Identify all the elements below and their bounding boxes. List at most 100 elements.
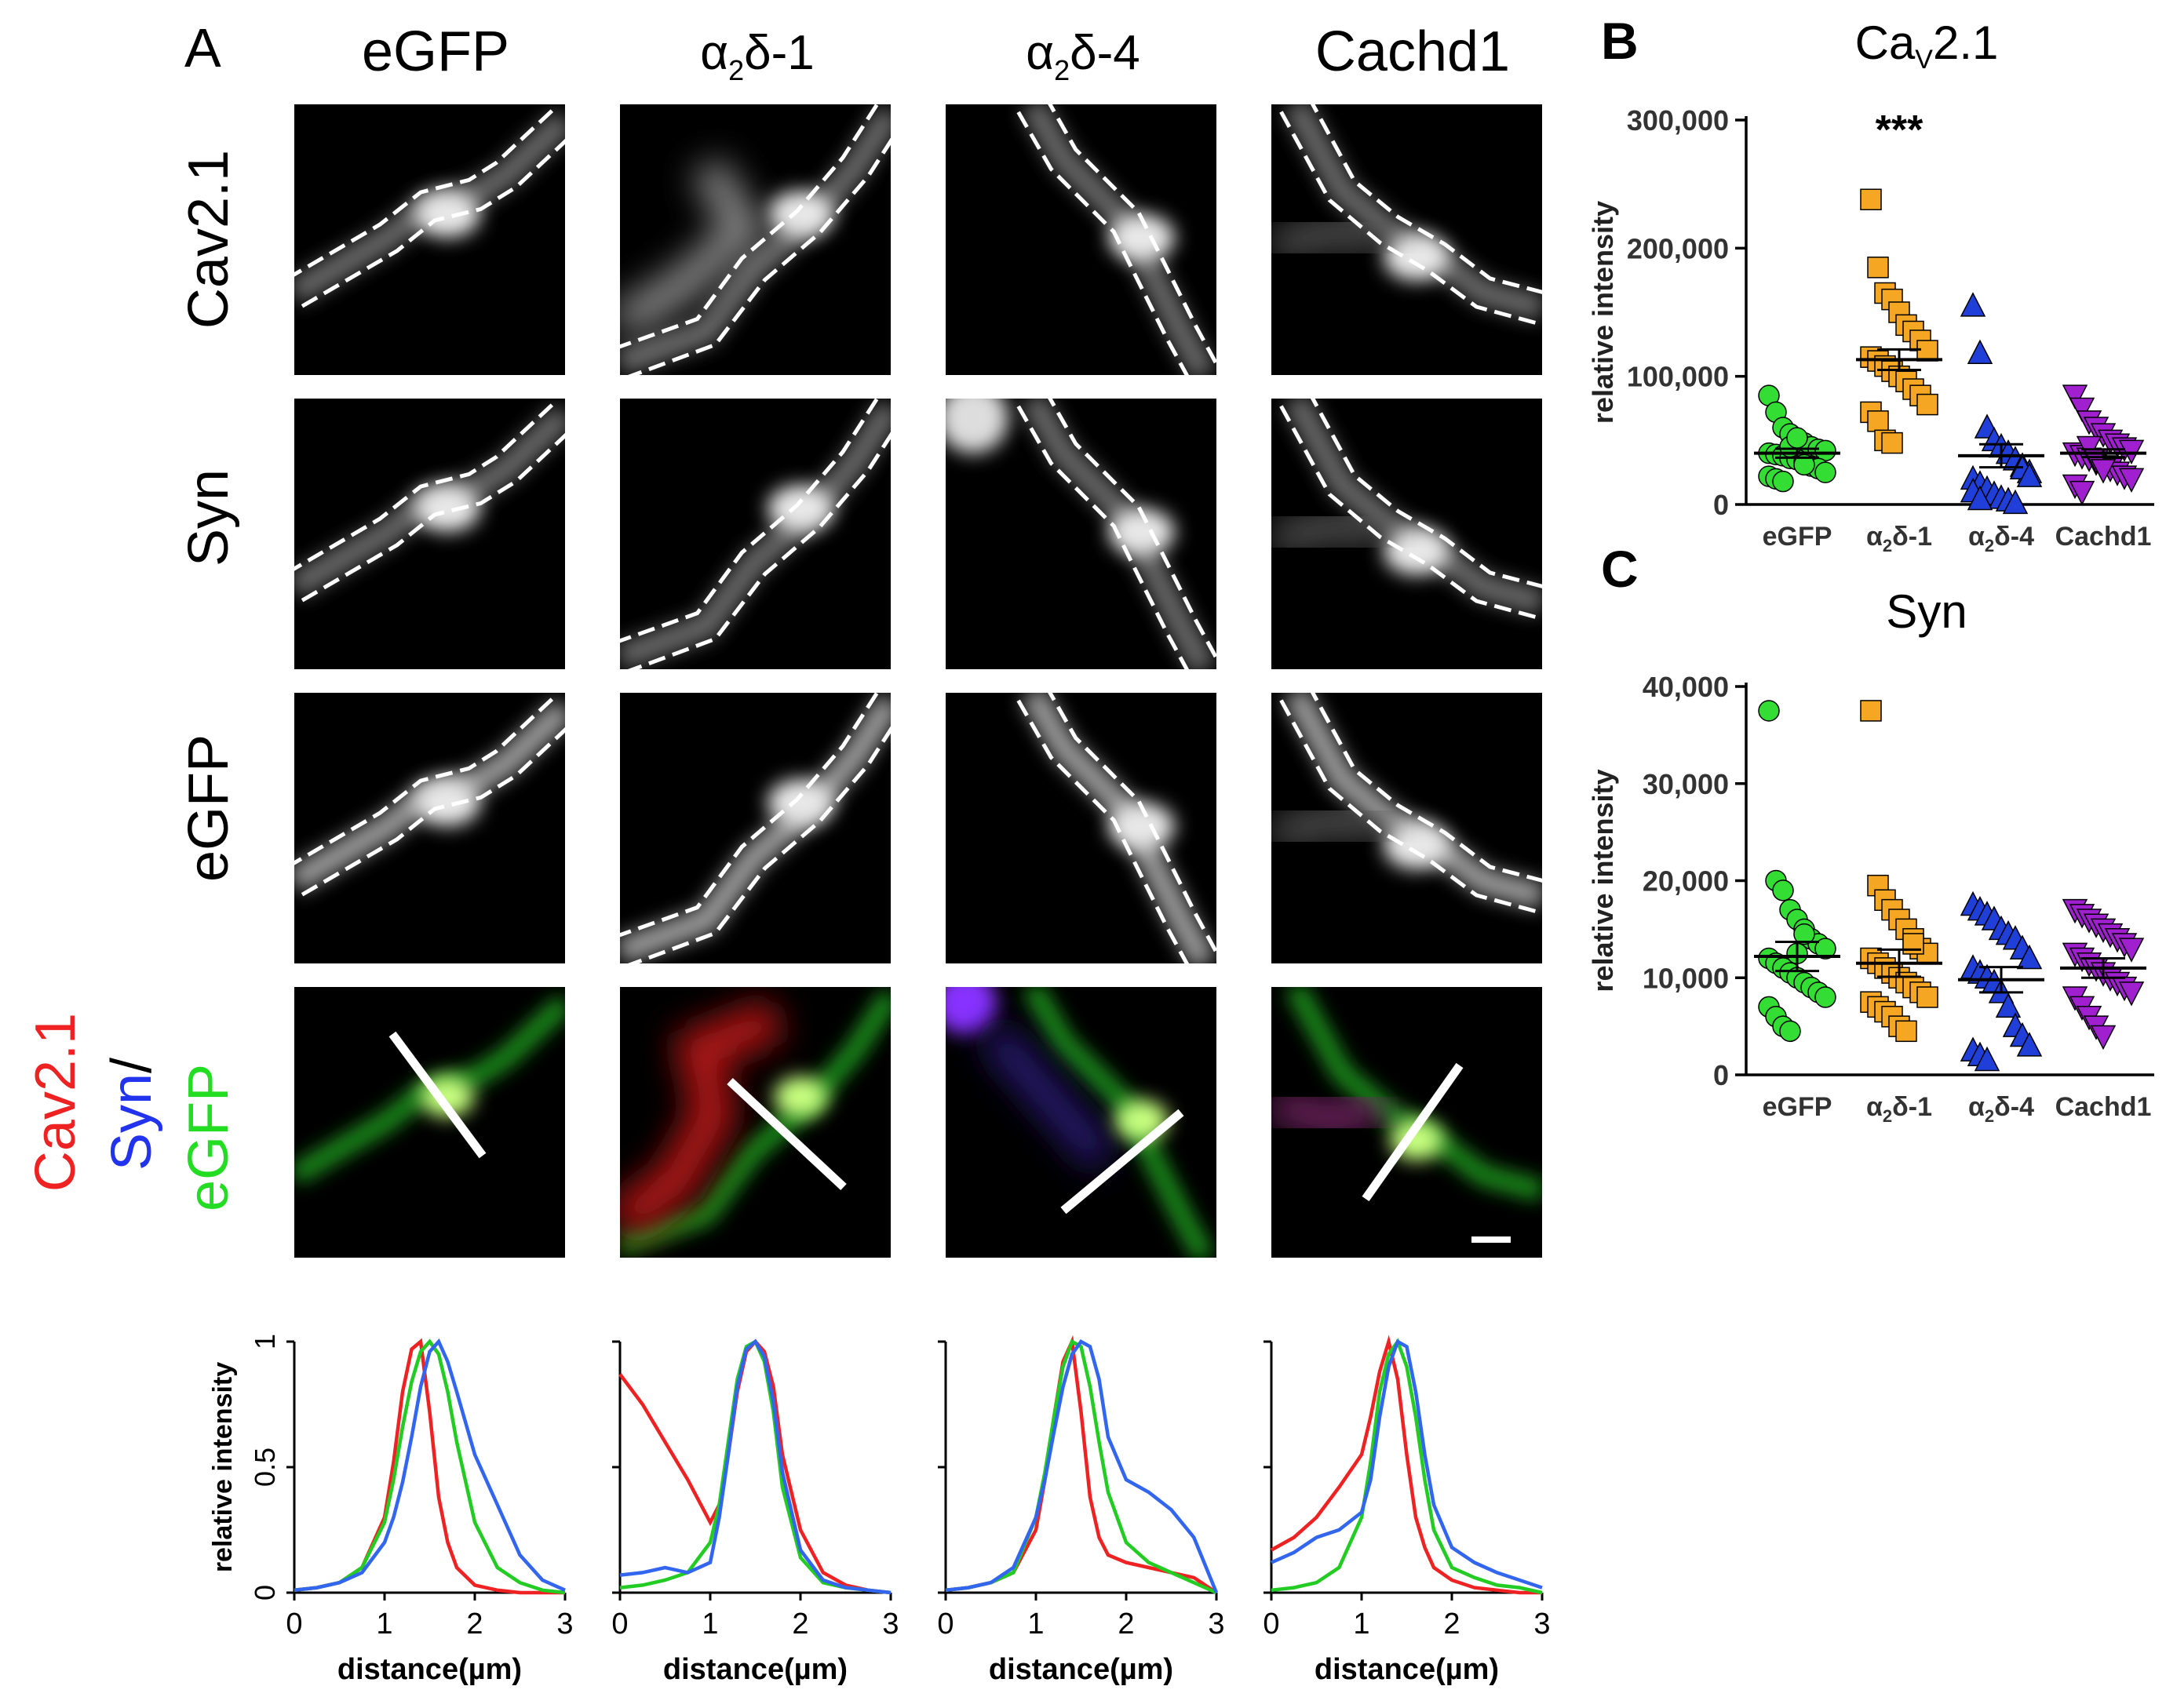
profile-line-green	[294, 1338, 566, 1595]
data-point	[1967, 485, 1993, 511]
profile-line-green	[945, 1338, 1217, 1595]
profile-x-axis-label: distance(µm)	[337, 1653, 522, 1686]
row-label-cav21: Cav2.1	[177, 150, 240, 329]
y-tick-label: 40,000	[1643, 671, 1729, 703]
micrograph-merge-egfp	[294, 987, 565, 1258]
data-point	[1758, 700, 1780, 722]
data-point	[2118, 938, 2145, 963]
merge-label-cav21: Cav2.1	[24, 1013, 87, 1192]
micrograph-merge-a2d1	[620, 987, 891, 1258]
data-point	[1916, 340, 1938, 362]
micrograph-egfp-cachd1	[1271, 693, 1542, 963]
profile-x-tick-label: 0	[1263, 1608, 1279, 1641]
profile-x-tick-label: 0	[937, 1608, 954, 1641]
y-tick-label: 100,000	[1627, 361, 1729, 393]
profile-line-red	[618, 1338, 892, 1595]
micrograph-egfp-a2d4	[946, 693, 1216, 963]
data-point	[1814, 938, 1836, 960]
y-tick-label: 20,000	[1643, 865, 1729, 898]
data-point	[1895, 1020, 1917, 1043]
profile-line-red	[945, 1335, 1218, 1594]
data-point	[1793, 923, 1815, 945]
y-axis-label: relative intensity	[1587, 769, 1619, 992]
column-header-egfp: eGFP	[362, 20, 509, 83]
profile-x-tick-label: 3	[556, 1608, 573, 1641]
micrograph-cav21-a2d4	[946, 104, 1216, 375]
x-tick-label: eGFP	[1763, 1092, 1832, 1122]
data-point	[1960, 292, 1986, 317]
micrograph-syn-cachd1	[1271, 399, 1542, 669]
profile-line-green	[1271, 1338, 1543, 1595]
row-label-syn: Syn	[177, 469, 240, 566]
data-point	[2016, 462, 2043, 487]
micrograph-cav21-egfp	[294, 104, 565, 375]
profile-x-tick-label: 0	[286, 1608, 302, 1641]
profile-plot-a2d1: 0 1 2 3 distance(µm)	[611, 1338, 899, 1686]
merge-label-egfp: eGFP	[177, 1064, 240, 1211]
profile-y-tick-label: 1	[249, 1334, 281, 1349]
merge-label-syn: Syn/	[100, 1058, 163, 1171]
significance-annotation: ***	[1876, 107, 1924, 153]
chart-title: CaV2.1	[1855, 16, 1999, 75]
data-point	[1867, 257, 1889, 279]
x-tick-label: Cachd1	[2055, 522, 2152, 552]
panel-label-b: B	[1601, 12, 1639, 70]
y-tick-label: 300,000	[1627, 104, 1729, 137]
data-point	[1772, 470, 1794, 493]
micrograph-cav21-a2d1	[620, 104, 891, 375]
column-header-cachd1: Cachd1	[1315, 20, 1510, 83]
data-point	[2069, 480, 2095, 506]
x-tick-label: Cachd1	[2055, 1092, 2152, 1122]
panel-label-a: A	[184, 17, 221, 78]
data-point	[2118, 981, 2145, 1007]
profile-x-tick-label: 2	[792, 1608, 808, 1641]
data-point	[1786, 427, 1808, 449]
panel-label-c: C	[1601, 540, 1639, 598]
data-point	[1779, 1020, 1801, 1043]
profile-x-tick-label: 2	[1443, 1608, 1460, 1641]
micrograph-egfp-a2d1	[620, 693, 891, 963]
data-point	[1916, 393, 1938, 416]
data-point	[1995, 992, 2022, 1018]
profile-x-tick-label: 1	[702, 1608, 718, 1641]
x-tick-label: eGFP	[1763, 522, 1832, 552]
data-point	[1881, 432, 1903, 454]
profile-y-axis-label: relative intensity	[208, 1362, 238, 1572]
micrograph-grid	[294, 104, 1542, 1258]
y-tick-label: 0	[1713, 1059, 1729, 1091]
data-point	[2002, 489, 2029, 515]
merge-row-label: Cav2.1 Syn/ eGFP	[24, 1013, 240, 1211]
x-tick-label: α2δ-1	[1866, 1092, 1932, 1126]
data-point	[1916, 986, 1938, 1008]
profile-line-blue	[1271, 1338, 1543, 1590]
column-header-a2d1: α2δ-1	[700, 26, 815, 86]
profile-line-red	[294, 1338, 565, 1595]
profile-x-axis-label: distance(µm)	[1315, 1653, 1499, 1686]
x-tick-label: α2δ-4	[1968, 522, 2034, 555]
profile-x-tick-label: 3	[1208, 1608, 1224, 1641]
y-axis-label: relative intensity	[1587, 201, 1619, 424]
data-point	[1902, 933, 1924, 955]
micrograph-merge-cachd1	[1271, 987, 1542, 1258]
data-point	[1867, 410, 1889, 432]
row-label-egfp: eGFP	[177, 734, 240, 882]
panel-b-chart: CaV2.1 0 100,000 200,000 300,000 relative int…	[1587, 16, 2154, 555]
profile-x-tick-label: 1	[1353, 1608, 1369, 1641]
profile-line-red	[1270, 1335, 1542, 1595]
micrograph-syn-a2d4	[946, 399, 1216, 669]
profile-plot-a2d4: 0 1 2 3 distance(µm)	[937, 1335, 1225, 1686]
data-point	[2090, 459, 2117, 484]
profile-line-blue	[294, 1338, 566, 1593]
micrograph-merge-a2d4	[946, 987, 1216, 1258]
data-point	[1860, 188, 1882, 211]
data-point	[2062, 384, 2088, 410]
profile-x-axis-label: distance(µm)	[663, 1653, 848, 1686]
data-point	[1814, 986, 1836, 1008]
micrograph-cav21-cachd1	[1271, 104, 1542, 375]
profile-x-tick-label: 3	[882, 1608, 899, 1641]
micrograph-syn-a2d1	[620, 399, 891, 669]
profile-x-tick-label: 1	[1027, 1608, 1044, 1641]
profile-x-tick-label: 0	[611, 1608, 628, 1641]
